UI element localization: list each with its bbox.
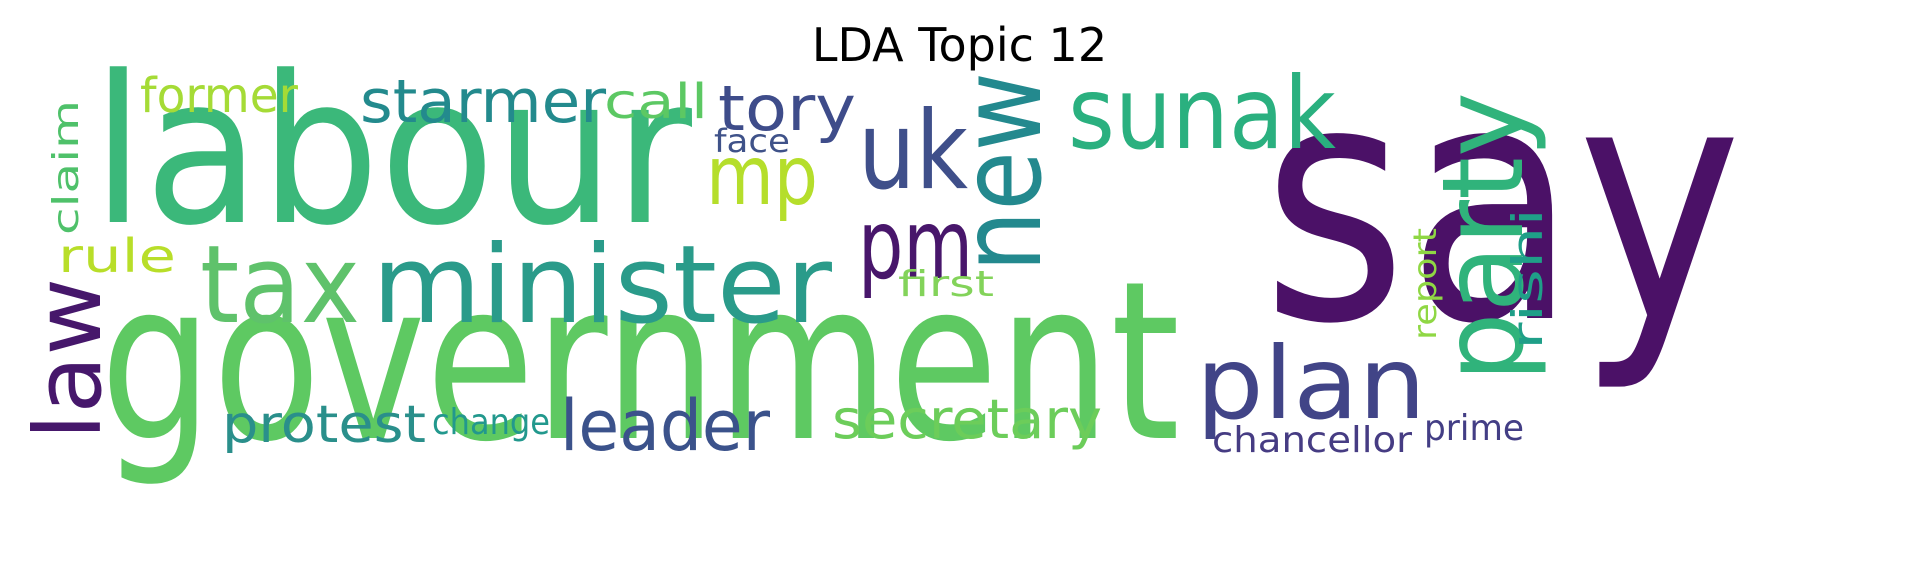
word-uk: uk (858, 89, 968, 214)
word-chancellor: chancellor (1212, 420, 1412, 461)
word-prime: prime (1424, 408, 1524, 449)
word-mp: mp (706, 129, 818, 224)
word-claim: claim (46, 100, 87, 235)
word-first: first (898, 264, 994, 305)
word-law: law (15, 278, 122, 440)
word-call: call (604, 74, 708, 130)
word-former: former (140, 68, 298, 124)
word-say: say (1262, 12, 1742, 396)
word-minister: minister (372, 223, 833, 348)
word-pm: pm (858, 189, 973, 301)
word-rishi: rishi (1503, 208, 1552, 350)
word-rule: rule (58, 229, 176, 283)
word-leader: leader (560, 385, 770, 467)
word-tax: tax (200, 223, 360, 348)
word-report: report (1406, 228, 1444, 340)
word-change: change (432, 402, 550, 443)
word-new: new (937, 72, 1067, 272)
word-government: government (100, 234, 1180, 490)
word-starmer: starmer (360, 67, 606, 137)
word-protest: protest (222, 395, 426, 455)
word-labour: labour (92, 33, 693, 271)
chart-title: LDA Topic 12 (811, 18, 1108, 72)
word-secretary: secretary (832, 388, 1102, 451)
word-sunak: sunak (1068, 55, 1336, 172)
word-party: party (1419, 92, 1549, 382)
word-face: face (714, 122, 790, 160)
word-plan: plan (1196, 325, 1426, 442)
word-tory: tory (718, 72, 856, 145)
